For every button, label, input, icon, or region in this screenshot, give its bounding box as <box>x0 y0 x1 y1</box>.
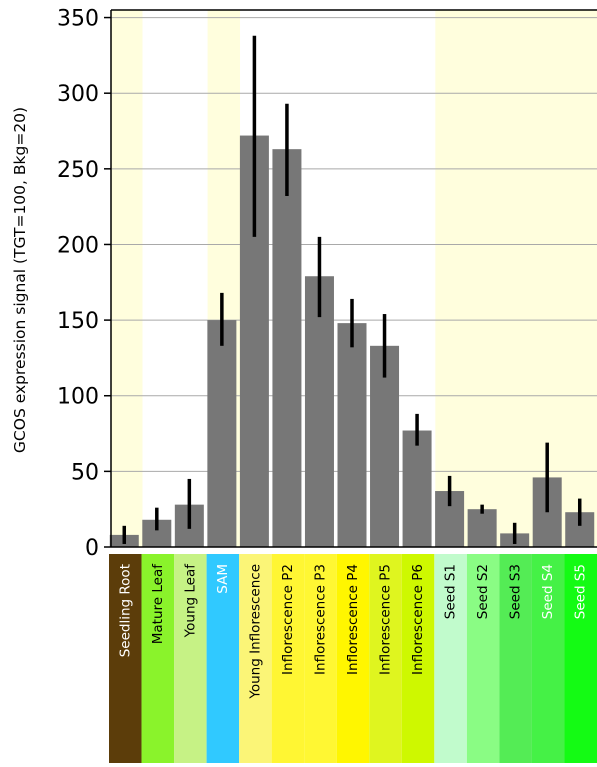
category-color-box <box>434 554 467 763</box>
category-color-box <box>141 554 175 763</box>
y-tick-label: 350 <box>57 7 99 32</box>
background-band <box>435 10 597 547</box>
category-label: Inflorescence P5 <box>378 564 394 675</box>
category-color-box <box>336 554 370 763</box>
category-color-box <box>369 554 402 763</box>
category-color-box <box>271 554 305 763</box>
category-label: SAM <box>215 564 231 594</box>
category-label: Seed S1 <box>443 564 459 619</box>
category-color-box <box>466 554 500 763</box>
category-labels: Seedling Root Mature Leaf Young Leaf SAM You… <box>109 554 597 763</box>
y-tick-label: 100 <box>57 385 99 410</box>
category-color-box <box>206 554 240 763</box>
category-color-box <box>564 554 597 763</box>
category-label: Seedling Root <box>117 564 133 657</box>
category-label: Inflorescence P3 <box>312 564 328 675</box>
category-label: Inflorescence P4 <box>345 564 361 675</box>
category-color-box <box>401 554 435 763</box>
category-label: Young Inflorescence <box>247 564 263 700</box>
y-tick-label: 50 <box>71 460 99 485</box>
category-label: Seed S3 <box>508 564 524 619</box>
category-color-box <box>109 554 142 763</box>
bar <box>304 276 334 547</box>
category-label: Young Leaf <box>182 563 198 639</box>
category-label: Seed S4 <box>540 564 556 619</box>
background-band <box>142 10 208 547</box>
y-axis-label: GCOS expression signal (TGT=100, Bkg=20) <box>11 107 29 453</box>
y-axis: 0 50 100 150 200 250 300 350 <box>57 7 597 561</box>
category-label: Mature Leaf <box>150 563 166 644</box>
bar <box>467 509 497 547</box>
category-color-box <box>499 554 532 763</box>
bar <box>272 149 302 547</box>
category-label: Inflorescence P2 <box>280 564 296 675</box>
category-label: Inflorescence P6 <box>410 564 426 675</box>
category-label: Seed S5 <box>573 564 589 619</box>
y-tick-label: 150 <box>57 309 99 334</box>
background-band <box>111 10 143 547</box>
error-bars <box>122 35 582 544</box>
category-color-box <box>174 554 207 763</box>
category-label: Seed S2 <box>475 564 491 619</box>
y-tick-label: 0 <box>85 536 99 561</box>
category-color-box <box>531 554 565 763</box>
bar <box>402 430 432 547</box>
bar <box>207 320 237 547</box>
bar <box>337 323 367 547</box>
y-tick-label: 300 <box>57 82 99 107</box>
bars <box>109 135 595 547</box>
y-tick-label: 200 <box>57 233 99 258</box>
y-tick-label: 250 <box>57 158 99 183</box>
bar <box>370 345 400 547</box>
category-color-box <box>239 554 272 763</box>
category-color-box <box>304 554 337 763</box>
